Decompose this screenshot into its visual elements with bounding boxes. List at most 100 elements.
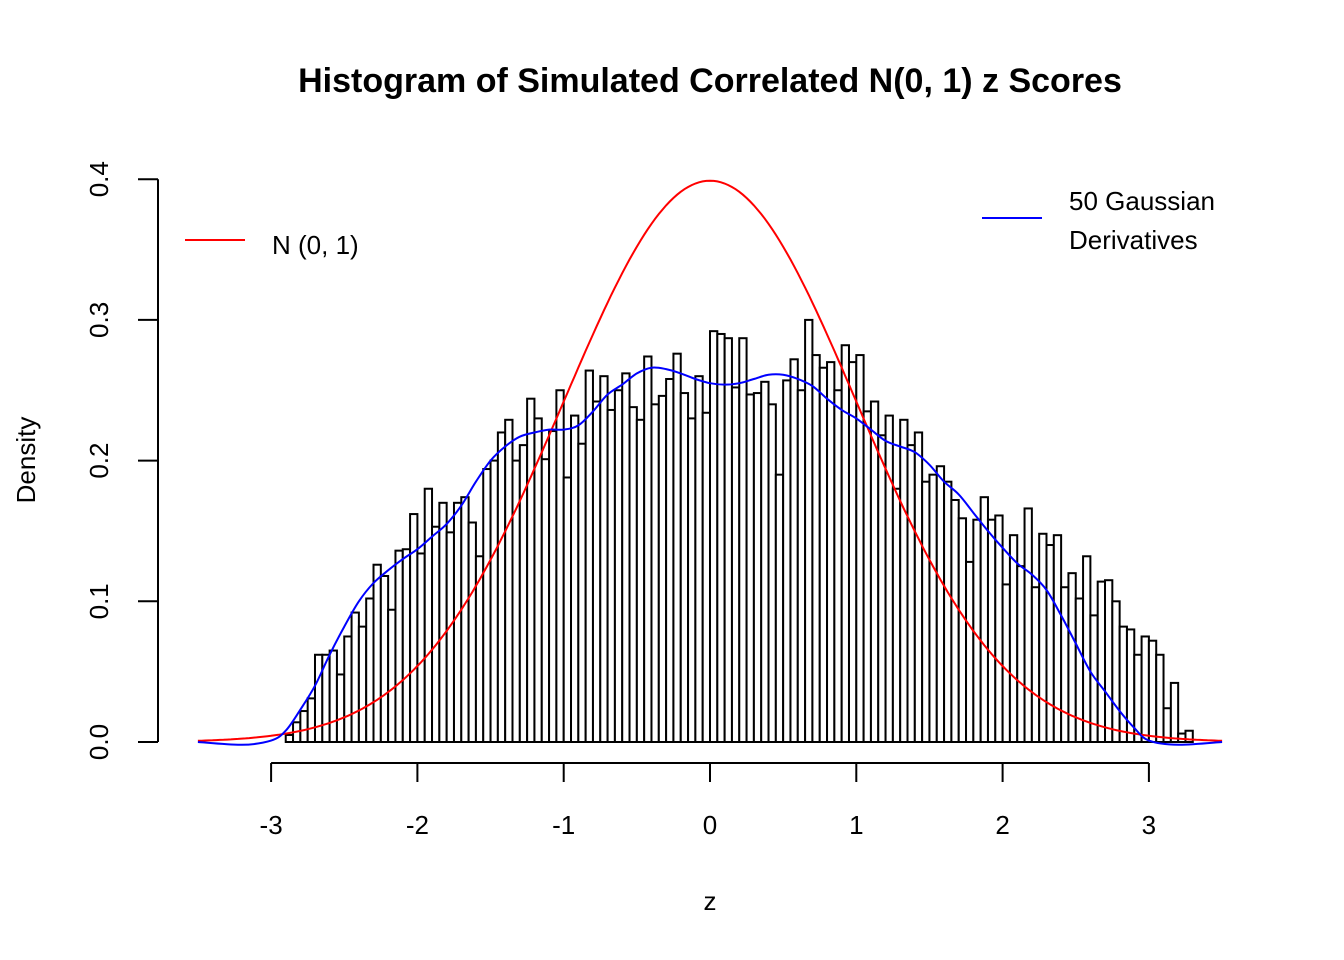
- histogram-bar: [884, 414, 894, 743]
- histogram-bar: [789, 358, 799, 743]
- chart-title: Histogram of Simulated Correlated N(0, 1…: [298, 62, 1122, 100]
- histogram-bar: [504, 418, 514, 743]
- x-tick-label: -3: [260, 810, 283, 840]
- histogram-bar: [365, 597, 375, 744]
- histogram-bar: [950, 498, 960, 743]
- histogram-bar: [847, 361, 858, 743]
- histogram-bar: [767, 403, 777, 743]
- histogram-bar: [1082, 555, 1092, 743]
- histogram-bar: [313, 653, 324, 743]
- histogram-bar: [555, 389, 565, 743]
- histogram-bar: [467, 521, 477, 743]
- histogram-bar: [1008, 534, 1019, 744]
- histogram-bar: [1038, 532, 1048, 743]
- histogram-bar: [826, 361, 836, 743]
- histogram-bar: [350, 611, 360, 744]
- legend-gaussian-derivatives-label: 50 Gaussian Derivatives: [1069, 186, 1215, 255]
- histogram-bar: [745, 393, 755, 743]
- histogram-bar: [445, 531, 455, 743]
- x-tick-label: 1: [849, 810, 863, 840]
- histogram-bar: [343, 635, 353, 743]
- histogram-bar: [723, 337, 733, 743]
- histogram-bar: [526, 397, 536, 743]
- histogram-bar: [570, 414, 580, 743]
- x-axis: -3 -2 -1 0 1 2 3: [260, 762, 1156, 840]
- histogram-bar: [496, 431, 507, 743]
- histogram-bar: [935, 465, 946, 743]
- histogram-bar: [284, 733, 295, 744]
- histogram-bar: [906, 444, 916, 743]
- histogram-bar: [584, 369, 594, 743]
- histogram-bar: [643, 355, 653, 743]
- histogram-bar: [401, 548, 412, 744]
- histogram-bar: [1016, 565, 1026, 743]
- histogram-bar: [665, 377, 675, 743]
- histogram-bar: [335, 673, 346, 743]
- histogram-bar: [409, 513, 419, 743]
- histogram-bar: [1111, 600, 1121, 743]
- histogram-bar: [1045, 544, 1055, 744]
- histogram-bar: [416, 552, 426, 743]
- histogram-bar: [687, 417, 697, 743]
- histogram-bar: [1147, 639, 1158, 743]
- histogram-bar: [679, 392, 690, 743]
- y-axis: 0.0 0.1 0.2 0.3 0.4: [84, 161, 159, 760]
- x-tick-label: -2: [406, 810, 429, 840]
- histogram-bar: [774, 473, 785, 743]
- histogram-bar: [891, 487, 902, 743]
- y-tick-label: 0.1: [84, 583, 114, 619]
- histogram-bar: [599, 375, 609, 743]
- histogram-bar: [328, 649, 338, 743]
- histogram-bar: [921, 480, 931, 743]
- histogram-bar: [460, 496, 470, 743]
- histogram-bar: [928, 473, 938, 743]
- histogram-bar: [840, 344, 850, 743]
- histogram-bar: [811, 354, 821, 743]
- histogram-bar: [1169, 681, 1180, 744]
- histogram-bar: [752, 392, 763, 743]
- histogram-bar: [701, 411, 711, 743]
- y-tick-label: 0.3: [84, 302, 114, 338]
- histogram-bar: [899, 418, 909, 743]
- histogram-bar: [613, 389, 624, 743]
- x-tick-label: 2: [995, 810, 1009, 840]
- histogram-bar: [672, 352, 682, 743]
- histogram-bar: [628, 406, 638, 743]
- legend-gaussian-derivatives-label-line: 50 Gaussian: [1069, 186, 1215, 216]
- histogram-bar: [782, 379, 792, 743]
- histogram-bar: [1060, 586, 1070, 743]
- histogram-bar: [591, 400, 602, 743]
- histogram-bar: [606, 408, 616, 743]
- histogram-bar: [694, 375, 704, 743]
- histogram-bar: [306, 697, 316, 743]
- histogram-bar: [957, 517, 968, 743]
- legend-normal: N (0, 1): [185, 230, 359, 260]
- histogram-bar: [994, 514, 1004, 744]
- legend-gaussian-derivatives: 50 Gaussian Derivatives: [982, 186, 1215, 255]
- histogram-bar: [394, 549, 404, 744]
- x-axis-label: z: [704, 886, 717, 916]
- histogram-bar: [738, 337, 748, 743]
- normal-density-line: [197, 179, 1223, 742]
- histogram-bar: [621, 372, 631, 743]
- histogram-bar: [431, 525, 441, 743]
- x-tick-label: -1: [552, 810, 575, 840]
- histogram-bar: [913, 431, 924, 743]
- histogram-bar: [372, 563, 382, 744]
- histogram-bar: [943, 480, 953, 743]
- histogram-bar: [482, 468, 492, 743]
- histogram-bar: [869, 400, 880, 743]
- histogram-bar: [1023, 507, 1033, 743]
- histogram-bar: [548, 430, 558, 743]
- y-tick-label: 0.4: [84, 161, 114, 197]
- histogram-bar: [862, 410, 872, 743]
- histogram-bar: [423, 487, 434, 743]
- histogram-bar: [716, 332, 726, 743]
- histogram-bar: [1096, 580, 1107, 743]
- histogram-bar: [1030, 586, 1041, 743]
- histogram-bar: [979, 496, 989, 743]
- x-tick-label: 3: [1142, 810, 1156, 840]
- histogram-bar: [635, 418, 646, 743]
- histogram-bar: [760, 380, 770, 743]
